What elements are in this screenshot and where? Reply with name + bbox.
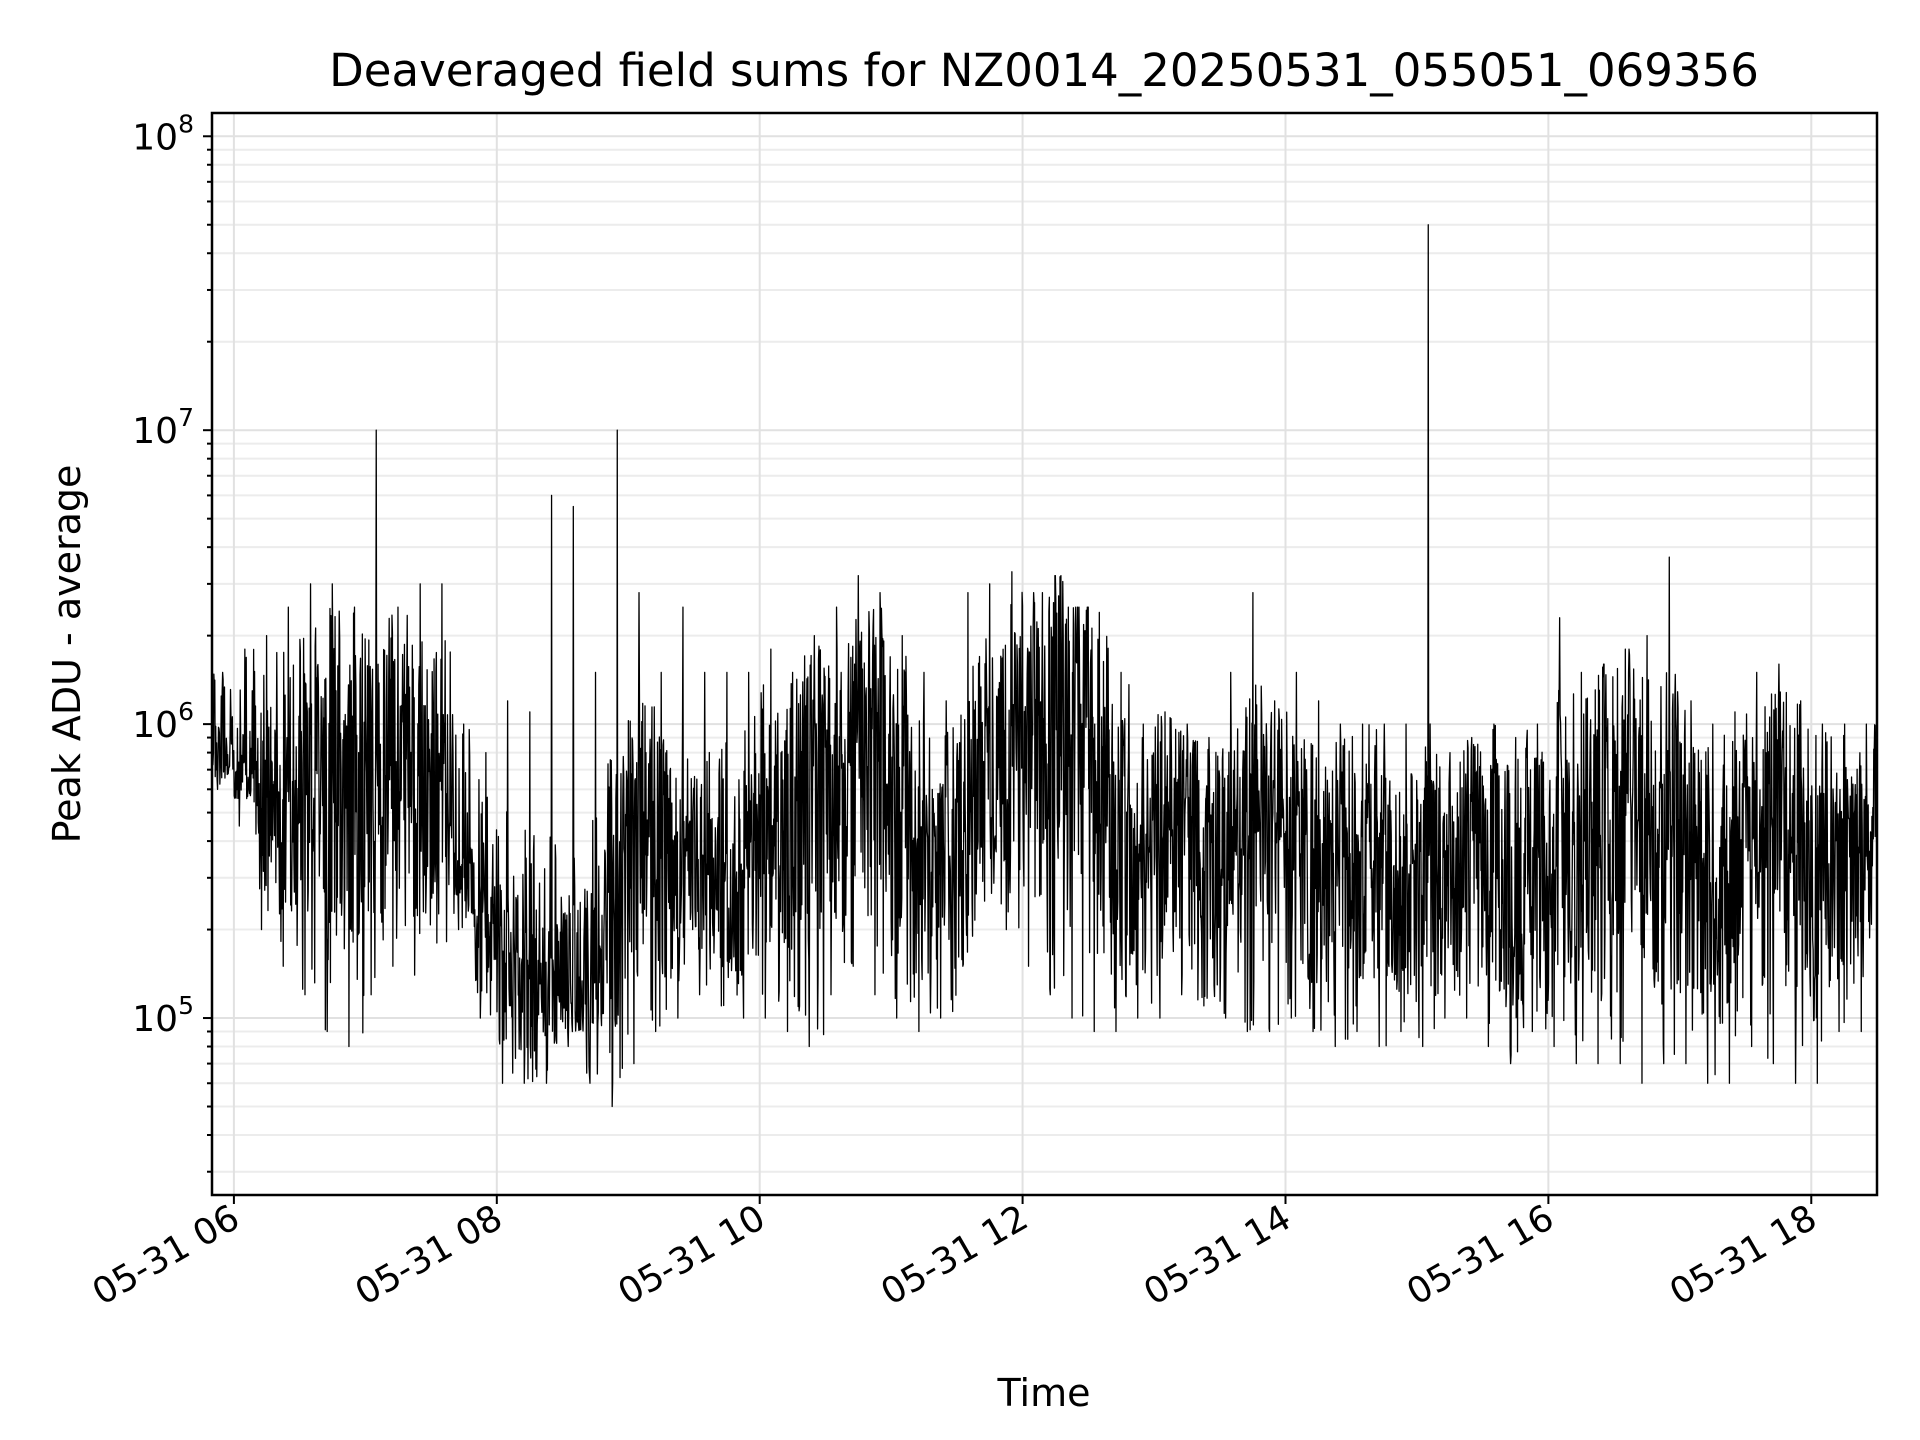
x-tick-label: 05-31 16 <box>1400 1197 1561 1313</box>
x-tick-label: 05-31 12 <box>874 1197 1035 1313</box>
y-tick-label: 105 <box>132 991 194 1040</box>
x-tick-label: 05-31 18 <box>1663 1197 1824 1313</box>
x-axis-label: Time <box>997 1371 1091 1415</box>
x-tick-label: 05-31 14 <box>1137 1197 1298 1313</box>
series-line <box>211 224 1878 1108</box>
chart-title: Deaveraged field sums for NZ0014_2025053… <box>329 44 1759 97</box>
plot-frame <box>210 111 1879 1197</box>
data-series <box>211 224 1878 1108</box>
x-tick-label: 05-31 06 <box>86 1197 247 1313</box>
x-tick-label: 05-31 10 <box>612 1197 773 1313</box>
y-tick-label: 106 <box>132 697 194 746</box>
y-tick-label: 107 <box>132 403 194 452</box>
y-tick-label: 108 <box>132 109 194 158</box>
x-tick-label: 05-31 08 <box>349 1197 510 1313</box>
y-axis-label: Peak ADU - average <box>45 465 89 844</box>
